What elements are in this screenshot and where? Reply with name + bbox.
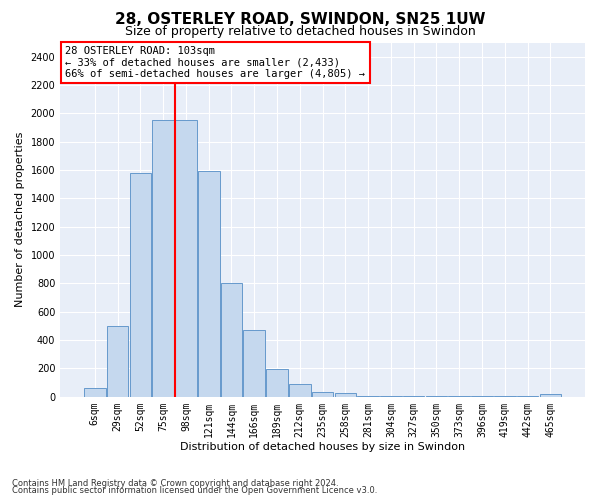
Y-axis label: Number of detached properties: Number of detached properties — [15, 132, 25, 308]
Bar — [152, 120, 174, 397]
Bar — [380, 396, 402, 397]
Bar — [425, 396, 447, 397]
Bar — [266, 369, 288, 397]
Bar — [312, 392, 334, 397]
Bar — [494, 396, 515, 397]
Text: Contains public sector information licensed under the Open Government Licence v3: Contains public sector information licen… — [12, 486, 377, 495]
Text: Contains HM Land Registry data © Crown copyright and database right 2024.: Contains HM Land Registry data © Crown c… — [12, 478, 338, 488]
Bar — [289, 384, 311, 397]
Bar — [84, 388, 106, 397]
Bar — [448, 396, 470, 397]
Bar — [335, 394, 356, 397]
Bar — [107, 326, 128, 397]
Bar — [175, 120, 197, 397]
Bar — [198, 172, 220, 397]
Bar — [221, 284, 242, 397]
Bar — [358, 396, 379, 397]
Bar — [517, 396, 538, 397]
Text: 28, OSTERLEY ROAD, SWINDON, SN25 1UW: 28, OSTERLEY ROAD, SWINDON, SN25 1UW — [115, 12, 485, 28]
Bar — [130, 173, 151, 397]
X-axis label: Distribution of detached houses by size in Swindon: Distribution of detached houses by size … — [180, 442, 465, 452]
Bar — [471, 396, 493, 397]
Bar — [539, 394, 561, 397]
Bar — [244, 330, 265, 397]
Text: Size of property relative to detached houses in Swindon: Size of property relative to detached ho… — [125, 25, 475, 38]
Text: 28 OSTERLEY ROAD: 103sqm
← 33% of detached houses are smaller (2,433)
66% of sem: 28 OSTERLEY ROAD: 103sqm ← 33% of detach… — [65, 46, 365, 79]
Bar — [403, 396, 424, 397]
